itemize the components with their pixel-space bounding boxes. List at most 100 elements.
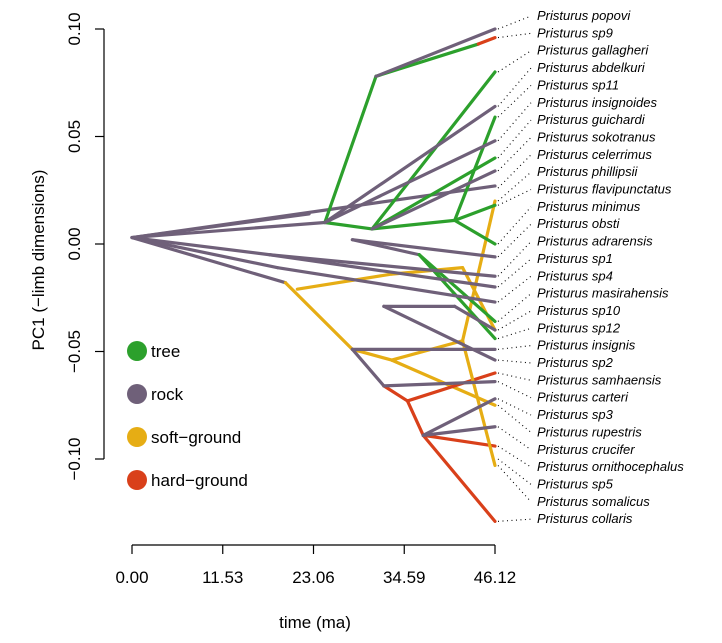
branch-hard-ground xyxy=(405,371,497,403)
tip-connector xyxy=(497,241,532,277)
tip-label: Pristurus carteri xyxy=(537,390,629,405)
tip-connector xyxy=(497,32,532,39)
branch-hard-ground xyxy=(421,433,497,523)
tip-label: Pristurus popovi xyxy=(537,8,631,23)
branch-rock xyxy=(323,104,497,225)
branch-tree xyxy=(323,74,378,225)
tip-label: Pristurus sokotranus xyxy=(537,129,656,144)
tip-connector xyxy=(497,381,532,399)
tip-label: Pristurus sp11 xyxy=(537,77,619,92)
branch-rock xyxy=(421,425,497,437)
tip-label: Pristurus sp1 xyxy=(537,251,613,266)
branch-rock xyxy=(130,235,288,285)
branch-rock xyxy=(350,238,421,257)
tip-connector xyxy=(497,398,532,416)
tip-connector xyxy=(497,359,532,364)
branch-soft-ground xyxy=(295,272,394,291)
branch-tree xyxy=(453,203,497,222)
y-tick-label: 0.10 xyxy=(65,12,84,45)
branch-rock xyxy=(130,235,280,270)
tip-label: Pristurus abdelkuri xyxy=(537,60,646,75)
x-tick-label: 0.00 xyxy=(115,568,148,587)
tip-connector xyxy=(497,445,532,468)
tip-label: Pristurus sp12 xyxy=(537,320,621,335)
tip-label: Pristurus gallagheri xyxy=(537,43,649,58)
tip-connector xyxy=(497,310,532,331)
tip-label: Pristurus sp2 xyxy=(537,355,614,370)
tip-label: Pristurus celerrimus xyxy=(537,147,652,162)
branch-hard-ground xyxy=(476,35,497,46)
tip-label: Pristurus sp10 xyxy=(537,303,621,318)
branch-tree xyxy=(323,220,374,231)
x-tick-label: 11.53 xyxy=(202,568,243,587)
tip-connector xyxy=(497,404,532,433)
y-tick-label: 0.05 xyxy=(65,120,84,153)
x-axis-title: time (ma) xyxy=(279,613,351,632)
tip-label: Pristurus minimus xyxy=(537,199,641,214)
tip-connector xyxy=(497,137,532,172)
branch-rock xyxy=(453,304,497,332)
branch-hard-ground xyxy=(421,433,497,448)
tip-connector xyxy=(497,15,532,30)
y-axis: −0.10 −0.05 0.00 0.05 0.10 xyxy=(65,12,105,481)
tip-connector xyxy=(497,465,532,503)
tip-label: Pristurus rupestris xyxy=(537,424,642,439)
tip-connector xyxy=(497,426,532,451)
tip-connector xyxy=(497,119,532,159)
branch-tree xyxy=(370,218,457,231)
branch-soft-ground xyxy=(460,339,497,468)
branch-tree xyxy=(417,253,497,323)
tip-connector xyxy=(497,85,532,118)
legend-label: rock xyxy=(151,385,184,404)
legend-label: hard−ground xyxy=(151,471,248,490)
legend-label: soft−ground xyxy=(151,428,241,447)
tip-label: Pristurus guichardi xyxy=(537,112,646,127)
tip-label: Pristurus obsti xyxy=(537,216,620,231)
tip-label: Pristurus samhaensis xyxy=(537,372,662,387)
branch-rock xyxy=(268,253,497,278)
tip-connector xyxy=(497,154,532,189)
x-axis: 0.00 11.53 23.06 34.59 46.12 xyxy=(115,544,517,587)
tip-label: Pristurus sp5 xyxy=(537,476,614,491)
tip-connector xyxy=(497,206,532,245)
y-axis-title: PC1 (−limb dimensions) xyxy=(29,170,48,351)
branch-rock xyxy=(421,397,497,437)
tip-connector xyxy=(497,458,532,485)
legend-label: tree xyxy=(151,342,180,361)
tip-connector xyxy=(497,293,532,322)
tip-label: Pristurus adrarensis xyxy=(537,234,653,249)
branch-rock xyxy=(370,169,497,231)
x-tick-label: 34.59 xyxy=(383,568,426,587)
branch-rock xyxy=(130,184,497,240)
tip-connector xyxy=(497,518,532,522)
branch-soft-ground xyxy=(350,347,394,362)
tip-connector xyxy=(497,372,532,381)
legend-swatch xyxy=(127,427,147,447)
tip-label: Pristurus somalicus xyxy=(537,494,650,509)
branch-soft-ground xyxy=(283,281,354,351)
y-tick-label: 0.00 xyxy=(65,227,84,260)
tip-connector xyxy=(497,50,532,73)
tip-label: Pristurus ornithocephalus xyxy=(537,459,684,474)
tip-label: Pristurus flavipunctatus xyxy=(537,182,672,197)
branch-rock xyxy=(323,139,497,225)
tip-label: Pristurus sp3 xyxy=(537,407,614,422)
tip-connector xyxy=(497,189,532,206)
x-tick-label: 23.06 xyxy=(292,568,335,587)
y-tick-label: −0.10 xyxy=(65,437,84,480)
tip-connector xyxy=(497,327,532,340)
x-tick-label: 46.12 xyxy=(474,568,517,587)
branch-tree xyxy=(453,218,497,246)
tip-connector xyxy=(497,171,532,202)
branch-rock xyxy=(382,380,497,388)
legend: tree rock soft−ground hard−ground xyxy=(127,341,248,490)
branch-rock xyxy=(130,220,327,240)
legend-swatch xyxy=(127,470,147,490)
tip-connector xyxy=(497,258,532,288)
tips-layer: Pristurus popovi Pristurus sp9 Pristurus g… xyxy=(497,8,684,526)
tip-label: Pristurus insignoides xyxy=(537,95,657,110)
branch-rock xyxy=(130,235,272,257)
branch-hard-ground xyxy=(382,384,410,403)
branch-tree xyxy=(370,70,497,231)
